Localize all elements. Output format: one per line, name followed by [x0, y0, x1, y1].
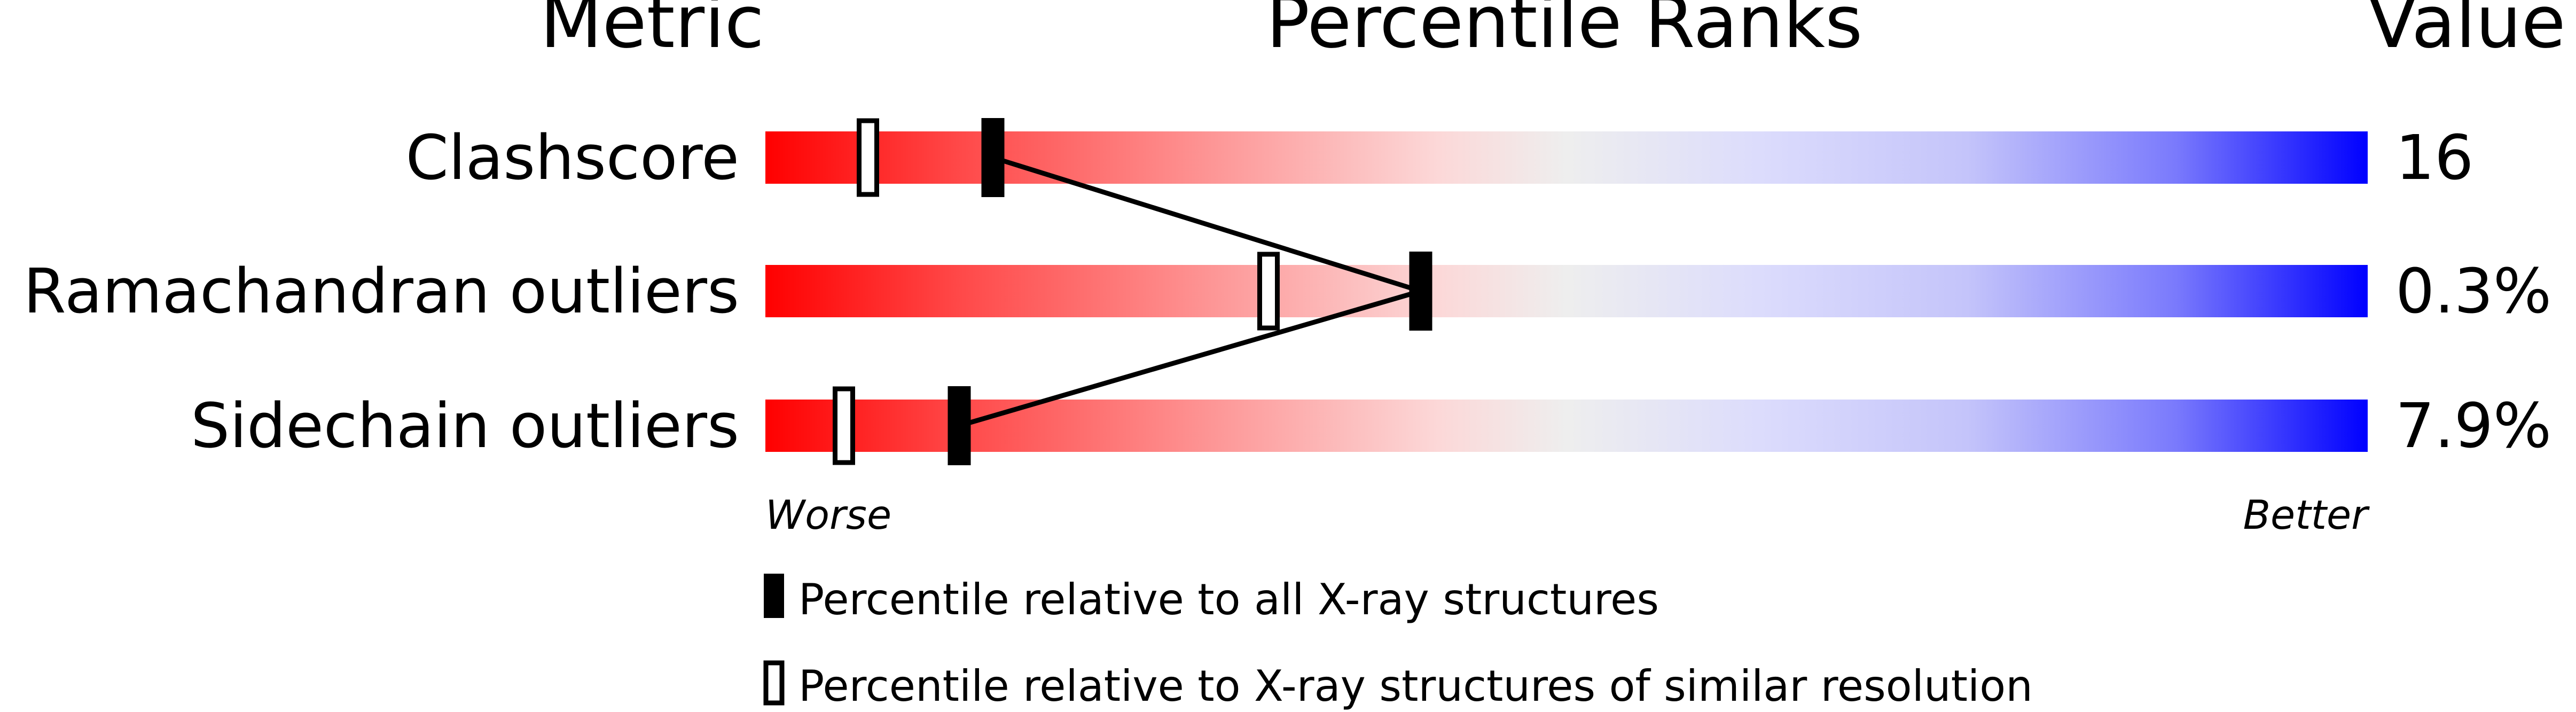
legend-open-marker [763, 660, 785, 706]
header-value: Value [2368, 0, 2566, 64]
percentile-bar [765, 400, 2368, 452]
metric-value: 7.9% [2395, 390, 2551, 462]
percentile-bar [765, 265, 2368, 317]
connector-line [992, 155, 1422, 294]
connector-line [958, 288, 1422, 428]
similar-resolution-marker [833, 386, 855, 465]
legend-filled-marker [764, 574, 784, 618]
percentile-bar [765, 131, 2368, 184]
metric-value: 16 [2395, 122, 2473, 194]
similar-resolution-marker [1257, 252, 1280, 331]
metric-label: Sidechain outliers [191, 390, 739, 462]
better-label: Better [2243, 491, 2370, 538]
all-structures-marker [1409, 252, 1432, 331]
all-structures-marker [948, 386, 971, 465]
all-structures-marker [981, 118, 1005, 197]
header-metric: Metric [540, 0, 764, 64]
legend-similar-label: Percentile relative to X-ray structures … [798, 661, 2033, 711]
metric-label: Clashscore [405, 122, 739, 194]
metric-label: Ramachandran outliers [24, 256, 739, 327]
similar-resolution-marker [857, 118, 879, 197]
metric-value: 0.3% [2395, 256, 2551, 327]
header-percentile-ranks: Percentile Ranks [1266, 0, 1863, 64]
legend-all-label: Percentile relative to all X-ray structu… [798, 575, 1659, 624]
worse-label: Worse [765, 491, 891, 538]
